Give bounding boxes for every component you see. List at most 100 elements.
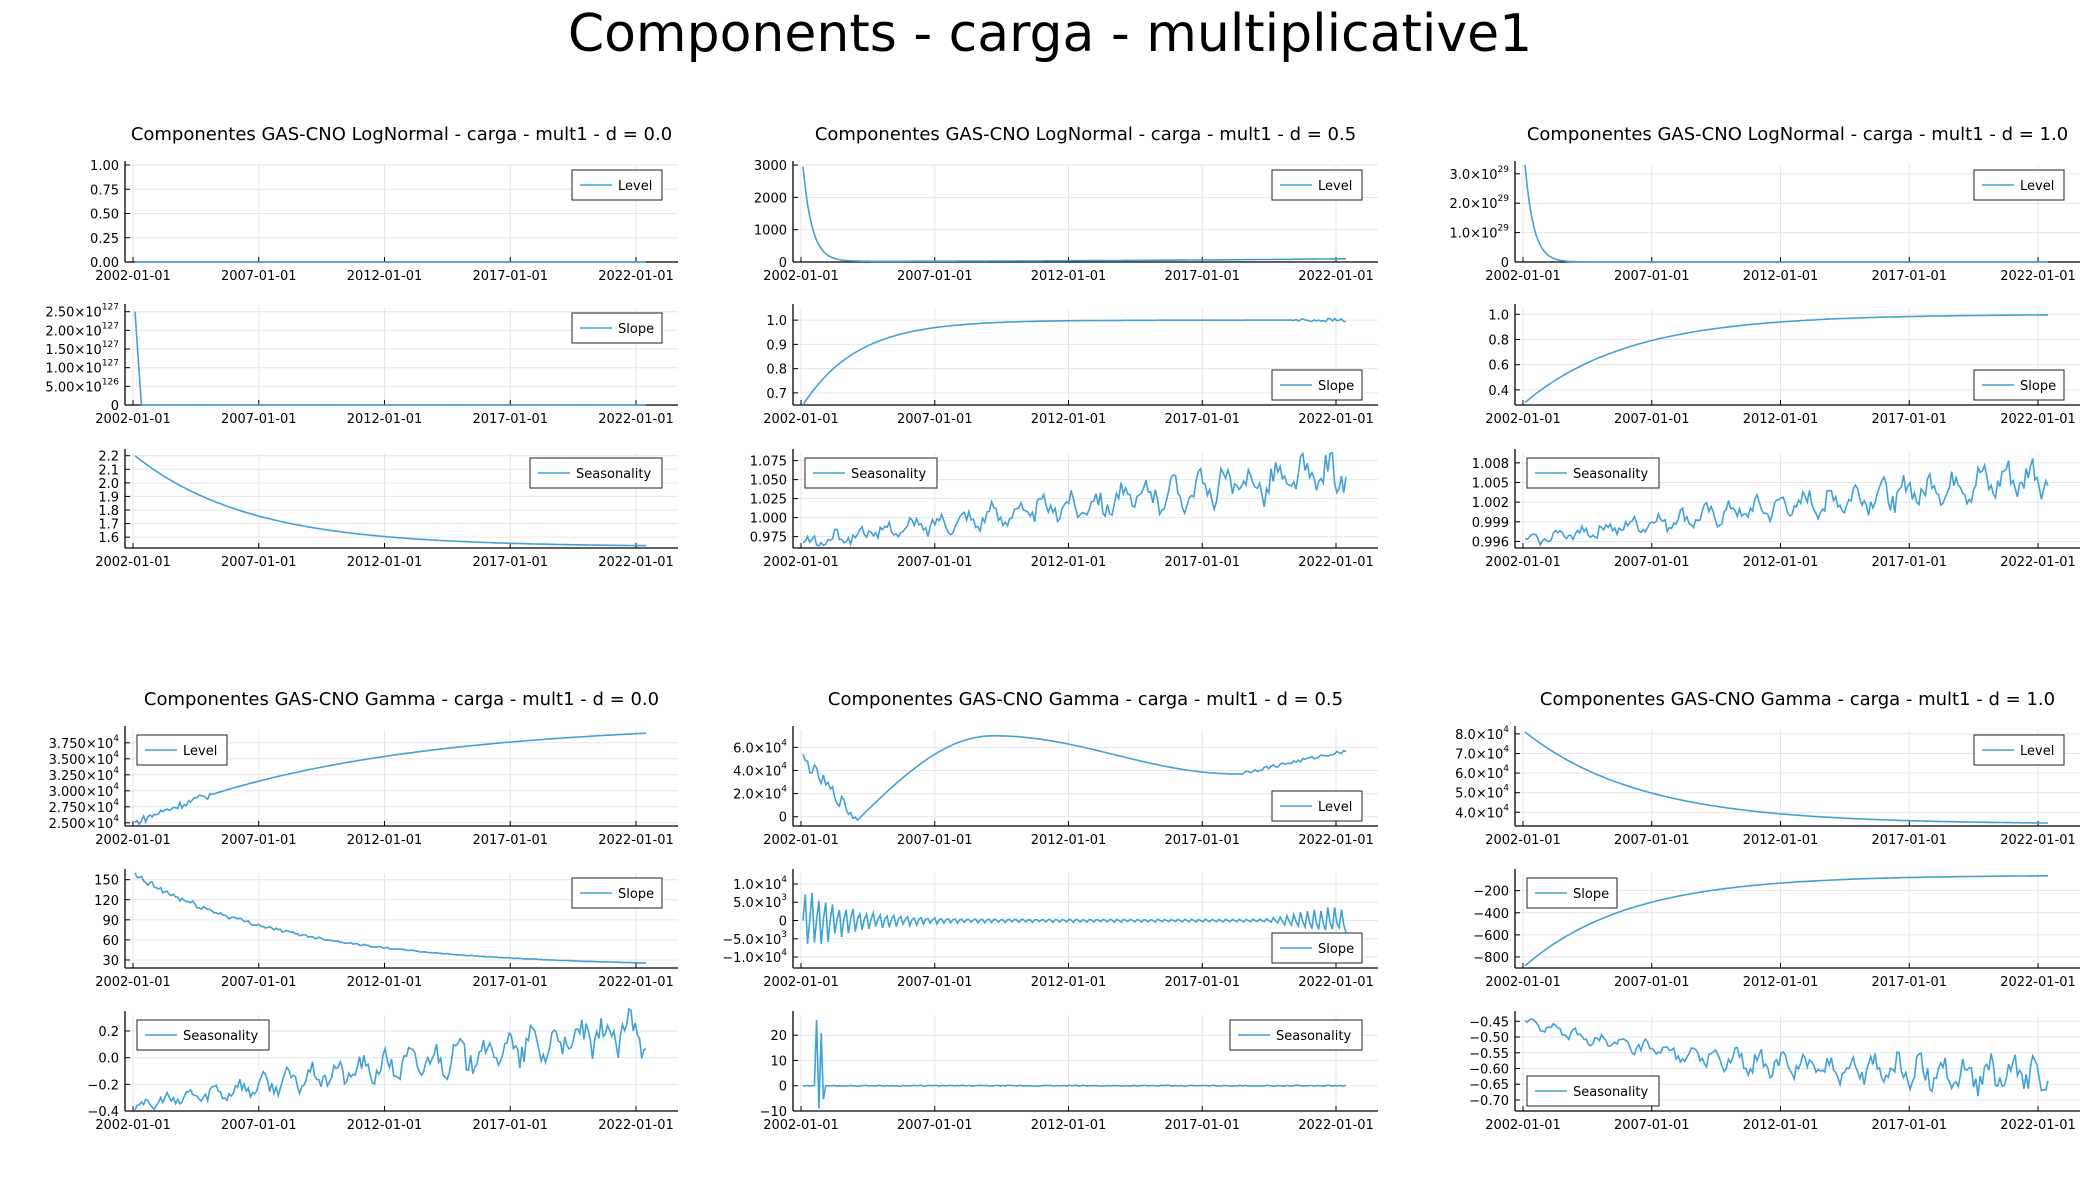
y-tick-label: −200 — [1473, 885, 1509, 900]
y-tick-label: 0 — [779, 1080, 787, 1095]
x-tick-label: 2022-01-01 — [1298, 833, 1374, 848]
x-tick-label: 2002-01-01 — [763, 269, 839, 284]
y-tick-label: 60 — [102, 934, 119, 949]
x-tick-label: 2022-01-01 — [1298, 1118, 1374, 1133]
x-tick-label: 2002-01-01 — [763, 412, 839, 427]
y-tick-label: −0.50 — [1469, 1031, 1509, 1046]
x-tick-label: 2017-01-01 — [1164, 1118, 1240, 1133]
subplot-title: Componentes GAS-CNO Gamma - carga - mult… — [144, 689, 659, 710]
panel-slope: −800 −600 −400 −200 2002-01-01 2007-01-01 2012… — [1473, 869, 2080, 990]
x-tick-label: 2022-01-01 — [1298, 412, 1374, 427]
y-tick-label: 1.000 — [750, 512, 787, 527]
y-tick-label: 5.0×104 — [1455, 784, 1509, 802]
legend: Seasonality — [529, 457, 663, 489]
x-tick-label: 2017-01-01 — [1871, 412, 1947, 427]
subplot-title: Componentes GAS-CNO Gamma - carga - mult… — [828, 689, 1343, 710]
y-tick-label: 3.0×1029 — [1449, 165, 1509, 183]
subplot-title: Componentes GAS-CNO Gamma - carga - mult… — [1540, 689, 2055, 710]
panel-level: 0 1000 2000 3000 2002-01-01 2007-01-01 2012-01… — [754, 159, 1378, 284]
x-tick-label: 2002-01-01 — [95, 269, 171, 284]
x-tick-label: 2012-01-01 — [1031, 412, 1107, 427]
series-line-slope — [802, 892, 1347, 945]
legend-label: Seasonality — [1573, 1085, 1648, 1100]
panel-seasonality: −0.70−0.65−0.60−0.55−0.50−0.45 2002-01-01… — [1469, 1011, 2080, 1133]
legend-label: Slope — [1573, 887, 1609, 902]
x-tick-label: 2017-01-01 — [472, 269, 548, 284]
legend: Slope — [1526, 877, 1618, 909]
series-line-seasonality — [802, 1020, 1347, 1109]
series-line-seasonality — [134, 455, 646, 547]
legend-label: Level — [1318, 179, 1352, 194]
subplot-title: Componentes GAS-CNO LogNormal - carga - … — [1527, 124, 2068, 145]
y-tick-label: 1.008 — [1472, 457, 1509, 472]
x-tick-label: 2017-01-01 — [1871, 269, 1947, 284]
y-tick-label: 1.075 — [750, 455, 787, 470]
panel-seasonality: 0.996 0.999 1.002 1.005 1.008 2002-01-01 2007-… — [1472, 449, 2080, 570]
legend-label: Slope — [2020, 379, 2056, 394]
x-tick-label: 2022-01-01 — [2000, 412, 2076, 427]
y-tick-label: 6.0×104 — [1455, 764, 1509, 782]
legend-label: Level — [1318, 800, 1352, 815]
x-tick-label: 2022-01-01 — [2000, 555, 2076, 570]
y-tick-label: −400 — [1473, 907, 1509, 922]
x-tick-label: 2002-01-01 — [95, 1118, 171, 1133]
y-tick-label: 2.500×104 — [49, 814, 120, 832]
x-tick-label: 2022-01-01 — [1298, 555, 1374, 570]
x-tick-label: 2007-01-01 — [221, 1118, 297, 1133]
y-tick-label: 1.005 — [1472, 476, 1509, 491]
x-tick-label: 2002-01-01 — [1485, 555, 1561, 570]
y-tick-label: 0.2 — [98, 1025, 119, 1040]
x-tick-label: 2007-01-01 — [1614, 975, 1690, 990]
panel-seasonality: 0.975 1.000 1.025 1.050 1.075 2002-01-01 2007-… — [750, 449, 1378, 570]
subplot-4: Componentes GAS-CNO Gamma - carga - mult… — [49, 689, 678, 1133]
x-tick-label: 2012-01-01 — [347, 1118, 423, 1133]
x-tick-label: 2017-01-01 — [1164, 412, 1240, 427]
y-tick-label: −800 — [1473, 951, 1509, 966]
y-tick-label: 0.50 — [90, 208, 119, 223]
series-line-slope — [1524, 875, 2048, 967]
y-tick-label: 0.25 — [90, 232, 119, 247]
x-tick-label: 2002-01-01 — [95, 975, 171, 990]
y-tick-label: 0 — [779, 256, 787, 271]
x-tick-label: 2017-01-01 — [1164, 975, 1240, 990]
legend-label: Level — [2020, 179, 2054, 194]
x-tick-label: 2017-01-01 — [472, 412, 548, 427]
y-tick-label: −0.70 — [1469, 1094, 1509, 1109]
series-line-level — [134, 732, 647, 826]
x-tick-label: 2007-01-01 — [897, 833, 973, 848]
panel-level: 0 1.0×1029 2.0×1029 3.0×1029 2002-01-01 2007-… — [1449, 161, 2080, 284]
y-tick-label: 0.0 — [98, 1052, 119, 1067]
series-line-slope — [802, 317, 1347, 406]
y-tick-label: 3.250×104 — [49, 766, 120, 784]
subplot-title: Componentes GAS-CNO LogNormal - carga - … — [815, 124, 1356, 145]
series-line-level — [1524, 731, 2048, 824]
x-tick-label: 2007-01-01 — [897, 269, 973, 284]
legend-label: Seasonality — [1573, 467, 1648, 482]
y-tick-label: 150 — [94, 874, 119, 889]
y-tick-label: 0.6 — [1488, 359, 1509, 374]
y-tick-label: 3.000×104 — [49, 782, 120, 800]
y-tick-label: 2.2 — [98, 450, 119, 465]
y-tick-label: 1.50×10127 — [45, 340, 119, 358]
x-tick-label: 2022-01-01 — [1298, 975, 1374, 990]
x-tick-label: 2002-01-01 — [1485, 1118, 1561, 1133]
y-tick-label: 2.0 — [98, 477, 119, 492]
legend-label: Seasonality — [183, 1029, 258, 1044]
legend-label: Level — [2020, 744, 2054, 759]
y-tick-label: 0.975 — [750, 531, 787, 546]
subplot-title: Componentes GAS-CNO LogNormal - carga - … — [131, 124, 672, 145]
y-tick-label: 0.00 — [90, 256, 119, 271]
y-tick-label: 3.750×104 — [49, 734, 120, 752]
y-tick-label: 30 — [102, 954, 119, 969]
y-tick-label: 6.0×104 — [733, 738, 787, 756]
x-tick-label: 2002-01-01 — [763, 1118, 839, 1133]
x-tick-label: 2007-01-01 — [1614, 269, 1690, 284]
y-tick-label: −0.45 — [1469, 1015, 1509, 1030]
figure-title: Components - carga - multiplicative1 — [567, 4, 1533, 64]
y-tick-label: −10 — [760, 1105, 787, 1120]
subplot-6: Componentes GAS-CNO Gamma - carga - mult… — [1455, 689, 2080, 1133]
x-tick-label: 2012-01-01 — [347, 833, 423, 848]
y-tick-label: 0.8 — [766, 363, 787, 378]
y-tick-label: 2.0×1029 — [1449, 194, 1509, 212]
